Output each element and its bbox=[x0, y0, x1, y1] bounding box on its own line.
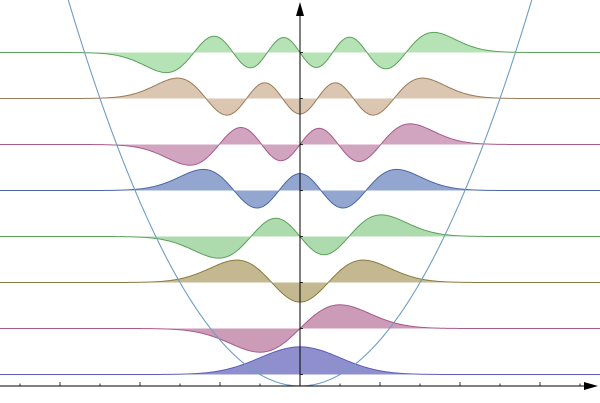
axes bbox=[0, 2, 598, 390]
x-axis-arrowhead bbox=[584, 382, 598, 390]
y-axis-arrowhead bbox=[296, 2, 304, 16]
